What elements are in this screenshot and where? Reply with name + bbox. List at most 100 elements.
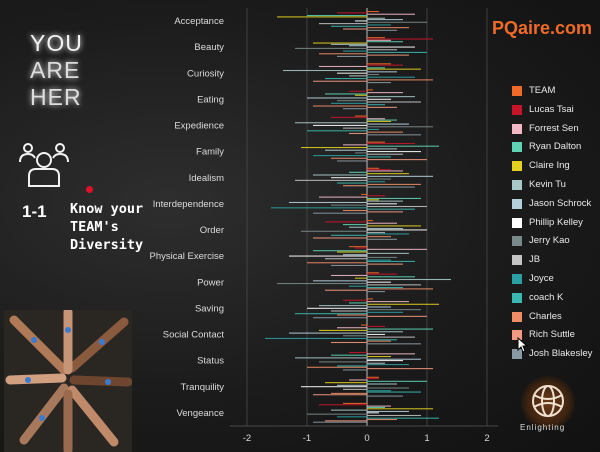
bar [367,37,385,39]
bar [313,42,367,44]
bar [367,19,403,21]
bar [367,343,421,345]
bar [307,366,367,368]
bar [355,94,367,96]
bar [367,362,385,364]
legend-label: Kevin Tu [529,179,566,190]
bar [367,71,397,73]
bar [367,309,421,311]
bar [367,101,421,103]
bar [367,328,433,330]
bar [349,45,367,47]
bar [301,386,367,388]
bar [367,200,403,202]
bar [367,383,397,385]
legend-item: Lucas Tsai [508,103,598,117]
bar [331,25,367,27]
title-line-2: TEAM's [70,219,119,235]
bar [349,226,367,228]
bar [367,301,409,303]
bar [337,100,367,102]
bar [367,418,397,421]
bar [361,324,367,326]
bar [337,251,367,253]
bar [367,405,391,407]
legend-label: Ryan Dalton [529,141,582,153]
bar [289,255,367,257]
category-label: Power [197,277,224,288]
bar [343,369,367,371]
bar [367,159,427,161]
bar [367,96,415,98]
category-label: Order [200,225,224,236]
bar [349,75,367,77]
bar [367,51,427,53]
bar [367,353,415,355]
bar [325,93,367,95]
legend-item: Rich Suttle [508,328,598,342]
bar [367,145,439,147]
bar [367,79,433,81]
bar [367,412,379,414]
bar [367,89,373,91]
bar [367,368,433,370]
bar [367,387,409,389]
bar [367,325,385,327]
bar [367,92,403,94]
bar [367,220,373,222]
bar [295,122,367,124]
bar [367,376,379,378]
bar [367,39,391,41]
people-icon [19,143,69,187]
bar [313,80,367,82]
pqaire-logo: PQaire.com [492,18,593,38]
team-hands-photo [4,310,132,452]
bar [367,364,409,366]
bar [331,43,367,45]
bar [367,104,385,106]
bar [343,402,367,404]
bar [337,160,367,162]
bar [367,126,433,128]
bar [367,118,385,120]
bar [337,384,367,386]
bar [355,152,367,154]
bar [367,229,427,231]
bar [367,21,427,23]
bar [313,280,367,282]
bar [331,157,367,159]
bar [367,233,409,235]
bar [343,335,367,337]
bar [367,276,415,278]
bar [367,278,451,281]
bar [307,262,367,264]
bar [337,314,367,316]
bar [367,360,403,362]
bar [367,417,439,419]
bar [331,116,367,118]
bar [343,224,367,226]
bar [367,169,391,171]
bar [343,50,367,52]
bar [367,167,379,169]
bar [367,228,403,230]
bar [325,289,367,291]
bar [367,29,397,31]
category-label: Beauty [194,42,224,53]
x-tick-label: -1 [303,433,311,444]
hero-line-2: ARE [30,57,81,83]
bar [367,46,415,48]
bar [367,49,397,51]
bar [343,144,367,146]
bar [367,63,391,65]
bar [367,236,391,238]
legend-swatch [512,349,522,360]
bar [367,54,409,56]
bar [349,90,367,92]
bar [367,119,397,121]
bar [289,201,367,204]
bar [367,298,373,300]
bar [367,82,391,84]
legend-label: Jason Schrock [529,197,592,209]
legend-label: Charles [529,310,562,322]
